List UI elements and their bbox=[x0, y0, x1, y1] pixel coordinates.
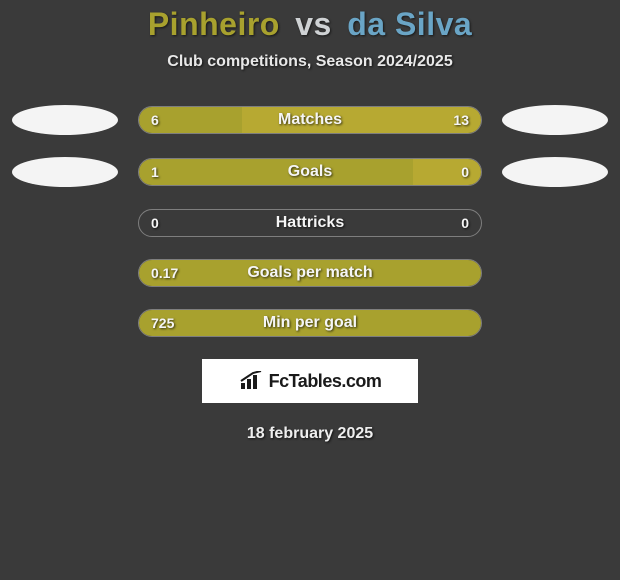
player2-oval bbox=[502, 105, 608, 135]
stat-bar: 0.17Goals per match bbox=[138, 259, 482, 287]
logo-box[interactable]: FcTables.com bbox=[202, 359, 418, 403]
stat-row: 0 0Hattricks bbox=[0, 209, 620, 237]
stat-bar: 725Min per goal bbox=[138, 309, 482, 337]
stat-value-right: 0 bbox=[461, 210, 469, 236]
logo-text: FcTables.com bbox=[269, 371, 382, 392]
subtitle: Club competitions, Season 2024/2025 bbox=[0, 53, 620, 71]
stat-value-left: 6 bbox=[151, 107, 159, 133]
stat-value-left: 1 bbox=[151, 159, 159, 185]
bar-segment-right bbox=[413, 159, 481, 185]
bar-segment-right bbox=[242, 107, 481, 133]
bar-segment-left bbox=[139, 159, 413, 185]
bar-chart-icon bbox=[239, 371, 265, 391]
stat-value-right: 0 bbox=[461, 159, 469, 185]
date-label: 18 february 2025 bbox=[0, 425, 620, 443]
page-title: Pinheiro vs da Silva bbox=[0, 6, 620, 43]
player1-name: Pinheiro bbox=[148, 6, 280, 42]
player2-name: da Silva bbox=[347, 6, 472, 42]
player2-oval bbox=[502, 157, 608, 187]
stat-value-right: 13 bbox=[453, 107, 469, 133]
stat-value-left: 0 bbox=[151, 210, 159, 236]
vs-separator: vs bbox=[295, 6, 332, 42]
stat-bar: 0 0Hattricks bbox=[138, 209, 482, 237]
stat-row: 613Matches bbox=[0, 105, 620, 135]
comparison-infographic: Pinheiro vs da Silva Club competitions, … bbox=[0, 0, 620, 443]
bar-segment-left bbox=[139, 260, 481, 286]
player1-oval bbox=[12, 105, 118, 135]
stat-row: 10Goals bbox=[0, 157, 620, 187]
stat-row: 725Min per goal bbox=[0, 309, 620, 337]
stat-value-left: 725 bbox=[151, 310, 174, 336]
stat-bar: 613Matches bbox=[138, 106, 482, 134]
player1-oval bbox=[12, 157, 118, 187]
stat-bar: 10Goals bbox=[138, 158, 482, 186]
bar-segment-left bbox=[139, 310, 481, 336]
stat-row: 0.17Goals per match bbox=[0, 259, 620, 287]
stats-rows: 613Matches10Goals00Hattricks0.17Goals pe… bbox=[0, 105, 620, 337]
stat-value-left: 0.17 bbox=[151, 260, 178, 286]
stat-label: Hattricks bbox=[139, 210, 481, 236]
